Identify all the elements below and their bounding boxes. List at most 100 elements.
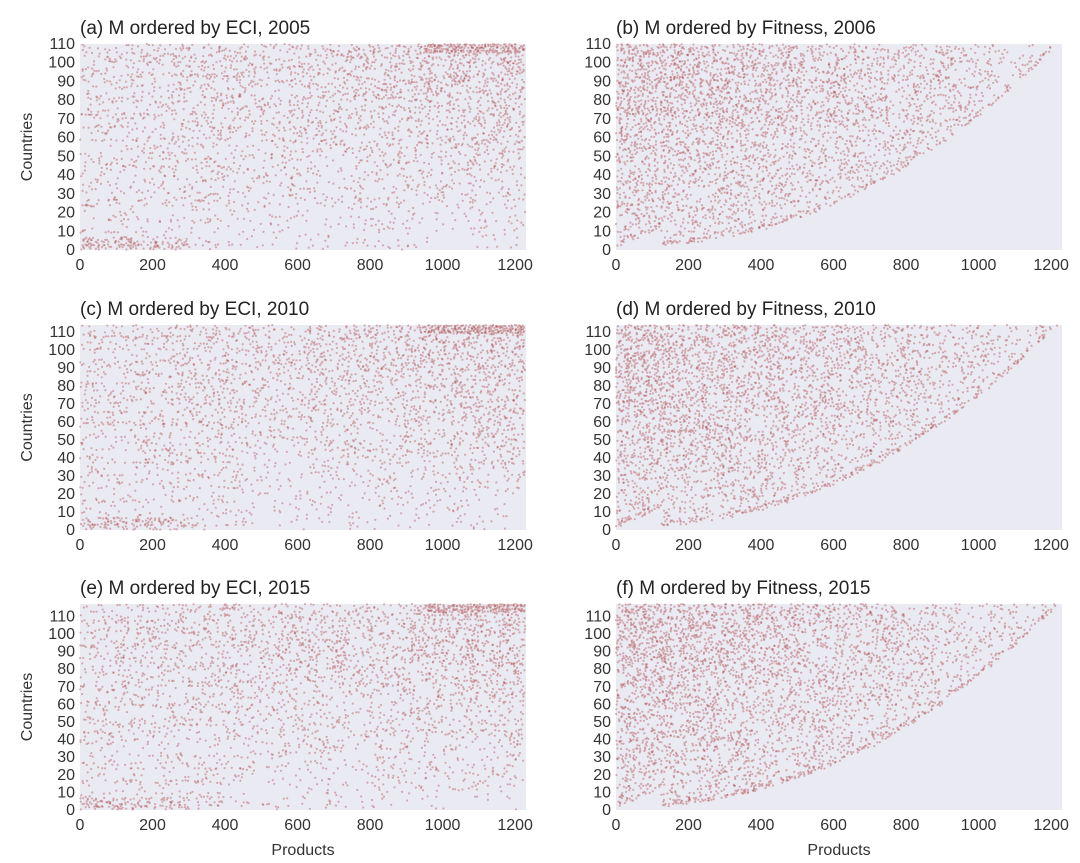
scatter-point xyxy=(236,113,239,116)
scatter-point xyxy=(181,124,184,128)
scatter-point xyxy=(369,110,372,113)
scatter-point xyxy=(471,145,474,149)
scatter-point xyxy=(481,75,485,78)
scatter-point xyxy=(513,107,516,111)
scatter-point xyxy=(407,117,410,120)
scatter-point xyxy=(645,212,648,215)
scatter-point xyxy=(401,248,404,251)
scatter-point xyxy=(762,208,765,211)
scatter-point xyxy=(888,148,891,151)
scatter-point xyxy=(697,184,700,187)
scatter-point xyxy=(139,114,142,117)
scatter-point xyxy=(816,124,819,127)
plot-background xyxy=(80,44,526,250)
scatter-point xyxy=(760,157,763,160)
scatter-point xyxy=(884,148,887,151)
scatter-point xyxy=(828,156,831,159)
scatter-point xyxy=(521,86,524,89)
scatter-point xyxy=(346,52,349,56)
scatter-point xyxy=(378,133,381,136)
scatter-point xyxy=(490,96,494,99)
scatter-point xyxy=(799,194,802,198)
scatter-point xyxy=(456,43,459,46)
scatter-point xyxy=(678,193,681,196)
scatter-point xyxy=(347,49,351,52)
scatter-point xyxy=(726,146,729,149)
scatter-point xyxy=(634,165,637,168)
scatter-point xyxy=(457,117,460,120)
scatter-point xyxy=(436,115,439,118)
scatter-point xyxy=(503,130,506,133)
scatter-point xyxy=(292,46,295,49)
scatter-point xyxy=(857,125,860,128)
scatter-point xyxy=(788,156,791,159)
scatter-point xyxy=(750,178,753,181)
scatter-point xyxy=(339,105,342,108)
scatter-point xyxy=(133,92,136,95)
scatter-point xyxy=(85,203,88,206)
scatter-point xyxy=(195,164,198,168)
scatter-point xyxy=(485,84,489,87)
scatter-point xyxy=(168,154,171,157)
scatter-point xyxy=(499,93,502,96)
scatter-point xyxy=(263,159,266,162)
scatter-point xyxy=(119,190,123,193)
scatter-point xyxy=(496,124,499,127)
scatter-point xyxy=(451,107,454,110)
scatter-point xyxy=(272,133,275,136)
scatter-point xyxy=(171,96,174,99)
scatter-point xyxy=(179,47,182,50)
scatter-point xyxy=(618,158,621,161)
scatter-point xyxy=(398,62,401,65)
scatter-point xyxy=(405,176,409,179)
scatter-point xyxy=(666,239,669,242)
scatter-point xyxy=(145,42,148,46)
scatter-point xyxy=(238,93,241,96)
scatter-point xyxy=(884,144,887,148)
scatter-point xyxy=(204,179,207,182)
scatter-point xyxy=(476,46,479,49)
scatter-point xyxy=(403,109,406,112)
scatter-point xyxy=(501,186,504,189)
scatter-point xyxy=(654,131,657,134)
scatter-point xyxy=(695,124,698,127)
scatter-point xyxy=(906,161,910,165)
scatter-point xyxy=(655,227,658,230)
scatter-point xyxy=(163,234,166,237)
scatter-point xyxy=(407,79,410,82)
scatter-point xyxy=(443,77,446,80)
scatter-point xyxy=(624,225,627,228)
scatter-point xyxy=(646,174,649,177)
scatter-point xyxy=(162,151,165,154)
scatter-point xyxy=(224,58,227,61)
scatter-point xyxy=(217,177,220,180)
scatter-point xyxy=(687,162,690,165)
scatter-point xyxy=(627,147,630,150)
scatter-point xyxy=(426,134,429,137)
scatter-point xyxy=(484,62,487,65)
scatter-point xyxy=(903,143,906,146)
scatter-point xyxy=(737,200,740,203)
scatter-point xyxy=(711,137,714,140)
scatter-point xyxy=(220,99,223,102)
scatter-point xyxy=(270,153,273,156)
scatter-point xyxy=(492,234,495,237)
scatter-point xyxy=(112,236,115,239)
scatter-point xyxy=(447,109,450,112)
scatter-point xyxy=(239,51,242,54)
scatter-point xyxy=(283,60,286,63)
scatter-point xyxy=(419,61,422,65)
scatter-point xyxy=(499,171,503,174)
scatter-point xyxy=(677,206,680,209)
scatter-point xyxy=(499,97,502,100)
scatter-point xyxy=(441,87,444,90)
scatter-point xyxy=(680,174,683,177)
scatter-point xyxy=(365,205,368,208)
scatter-point xyxy=(864,156,867,159)
scatter-point xyxy=(340,98,343,101)
scatter-point xyxy=(636,179,639,183)
scatter-point xyxy=(216,243,220,246)
scatter-point xyxy=(270,153,273,156)
scatter-point xyxy=(358,184,362,187)
scatter-point xyxy=(251,85,254,88)
